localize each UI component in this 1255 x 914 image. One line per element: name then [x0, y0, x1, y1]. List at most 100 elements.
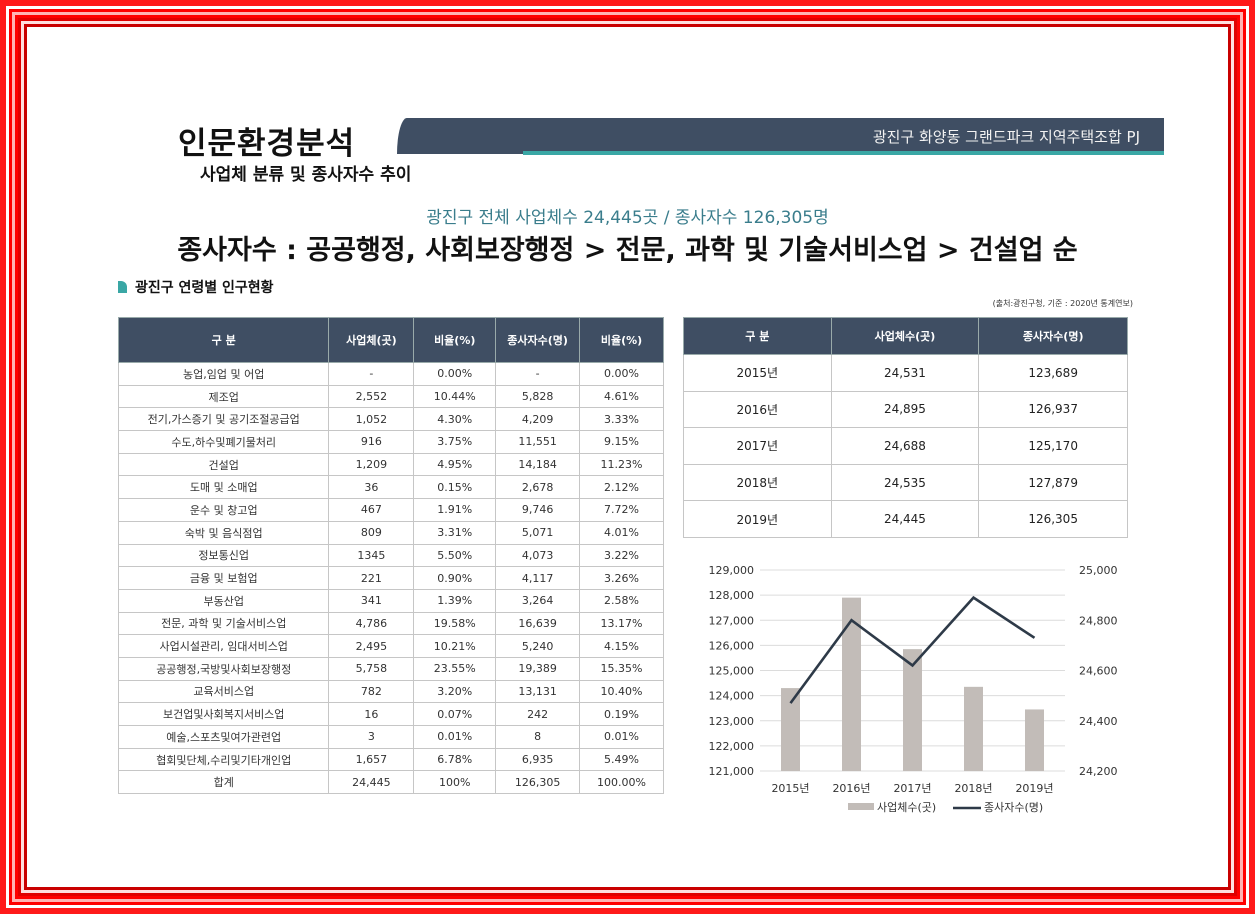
table-cell: 0.00%	[413, 362, 497, 386]
table-row: 수도,하수및폐기물처리 916 3.75% 11,551 9.15%	[117, 430, 664, 454]
table-cell: 교육서비스업	[117, 679, 330, 704]
table-cell: 24,895	[830, 390, 980, 429]
table-row: 운수 및 창고업 467 1.91% 9,746 7.72%	[117, 498, 664, 522]
table-row: 금융 및 보험업 221 0.90% 4,117 3.26%	[117, 566, 664, 590]
legend-label: 종사자수(명)	[984, 801, 1043, 814]
table-cell: 9.15%	[579, 430, 664, 454]
y-left-tick-label: 125,000	[709, 665, 755, 678]
bar	[903, 649, 922, 771]
table-row: 협회및단체,수리및기타개인업 1,657 6.78% 6,935 5.49%	[117, 747, 664, 772]
table-cell: 3.75%	[413, 430, 497, 454]
table-row: 2015년 24,531 123,689	[683, 354, 1128, 392]
table-cell: 예술,스포츠및여가관련업	[117, 725, 330, 749]
table-cell: 1.39%	[413, 588, 497, 613]
table-cell: 2015년	[683, 354, 832, 392]
y-left-tick-label: 122,000	[709, 740, 755, 753]
table-cell: 정보통신업	[117, 543, 330, 568]
summary-text: 광진구 전체 사업체수 24,445곳 / 종사자수 126,305명	[426, 208, 829, 228]
table-cell: 4.01%	[579, 520, 664, 545]
column-header: 사업체(곳)	[328, 317, 415, 363]
table-cell: 11,551	[495, 430, 581, 454]
table-cell: 6.78%	[413, 747, 497, 772]
y-left-tick-label: 121,000	[709, 765, 755, 778]
table-cell: 전문, 과학 및 기술서비스업	[117, 611, 330, 636]
table-row: 합계 24,445 100% 126,305 100.00%	[117, 770, 664, 795]
table-row: 예술,스포츠및여가관련업 3 0.01% 8 0.01%	[117, 725, 664, 749]
table-cell: 916	[328, 430, 415, 454]
table-cell: 4.95%	[413, 452, 497, 477]
bar	[1025, 709, 1044, 771]
x-tick-label: 2019년	[1015, 782, 1053, 795]
table-cell: 2.58%	[579, 588, 664, 613]
table-cell: 5,828	[495, 384, 581, 409]
table-cell: 36	[328, 475, 415, 500]
table-cell: 4,073	[495, 543, 581, 568]
table-cell: 13,131	[495, 679, 581, 704]
table-cell: 15.35%	[579, 656, 664, 681]
column-header: 구 분	[683, 317, 832, 355]
bar	[781, 688, 800, 771]
page-title: 인문환경분석	[178, 126, 356, 162]
table-cell: 2018년	[683, 463, 832, 502]
table-cell: 2019년	[683, 500, 832, 538]
industry-table: 구 분 사업체(곳) 비율(%) 종사자수(명) 비율(%) 농업,임업 및 어…	[117, 317, 664, 795]
table-cell: 5.50%	[413, 543, 497, 568]
section-marker-icon	[118, 281, 127, 293]
table-cell: 농업,임업 및 어업	[117, 362, 330, 386]
table-cell: 14,184	[495, 452, 581, 477]
bar	[964, 686, 983, 771]
table-cell: 10.40%	[579, 679, 664, 704]
table-cell: 16	[328, 702, 415, 726]
table-cell: 782	[328, 679, 415, 704]
section-title: 광진구 연령별 인구현황	[118, 277, 274, 297]
table-cell: 5,758	[328, 656, 415, 681]
table-cell: 8	[495, 725, 581, 749]
table-cell: 금융 및 보험업	[117, 566, 330, 590]
table-cell: 341	[328, 588, 415, 613]
table-row: 정보통신업 1345 5.50% 4,073 3.22%	[117, 543, 664, 568]
table-row: 부동산업 341 1.39% 3,264 2.58%	[117, 588, 664, 613]
table-cell: 9,746	[495, 498, 581, 522]
table-cell: 4.61%	[579, 384, 664, 409]
headline: 종사자수 : 공공행정, 사회보장행정 > 전문, 과학 및 기술서비스업 > …	[177, 235, 1078, 266]
table-cell: 10.21%	[413, 634, 497, 658]
table-cell: 1.91%	[413, 498, 497, 522]
table-cell: 126,305	[978, 500, 1128, 538]
table-cell: 126,937	[978, 390, 1128, 429]
table-cell: 467	[328, 498, 415, 522]
table-cell: 1345	[328, 543, 415, 568]
table-cell: 4.15%	[579, 634, 664, 658]
table-cell: 2,495	[328, 634, 415, 658]
table-cell: 2,552	[328, 384, 415, 409]
table-cell: 16,639	[495, 611, 581, 636]
table-cell: 100.00%	[579, 770, 664, 795]
table-row: 건설업 1,209 4.95% 14,184 11.23%	[117, 452, 664, 477]
table-cell: 5,240	[495, 634, 581, 658]
table-cell: 4.30%	[413, 407, 497, 432]
table-cell: 1,052	[328, 407, 415, 432]
table-cell: 0.15%	[413, 475, 497, 500]
x-tick-label: 2015년	[771, 782, 809, 795]
y-left-tick-label: 124,000	[709, 690, 755, 703]
table-cell: 127,879	[978, 463, 1128, 502]
section-title-text: 광진구 연령별 인구현황	[135, 280, 274, 296]
header-bar	[397, 118, 1164, 154]
table-cell: 24,535	[830, 463, 980, 502]
table-cell: 809	[328, 520, 415, 545]
table-cell: 24,445	[328, 770, 415, 795]
table-header-row: 구 분 사업체수(곳) 종사자수(명)	[683, 317, 1128, 355]
table-cell: 13.17%	[579, 611, 664, 636]
table-cell: -	[328, 362, 415, 386]
table-cell: 제조업	[117, 384, 330, 409]
column-header: 비율(%)	[413, 317, 497, 363]
column-header: 비율(%)	[579, 317, 664, 363]
x-tick-label: 2017년	[893, 782, 931, 795]
table-cell: 4,786	[328, 611, 415, 636]
table-cell: 24,531	[830, 354, 980, 392]
header-accent-line	[523, 151, 1164, 155]
table-cell: -	[495, 362, 581, 386]
trend-chart: 121,000 122,000 123,000 124,000 125,000 126,0…	[709, 564, 1118, 814]
table-row: 도매 및 소매업 36 0.15% 2,678 2.12%	[117, 475, 664, 500]
table-cell: 숙박 및 음식점업	[117, 520, 330, 545]
